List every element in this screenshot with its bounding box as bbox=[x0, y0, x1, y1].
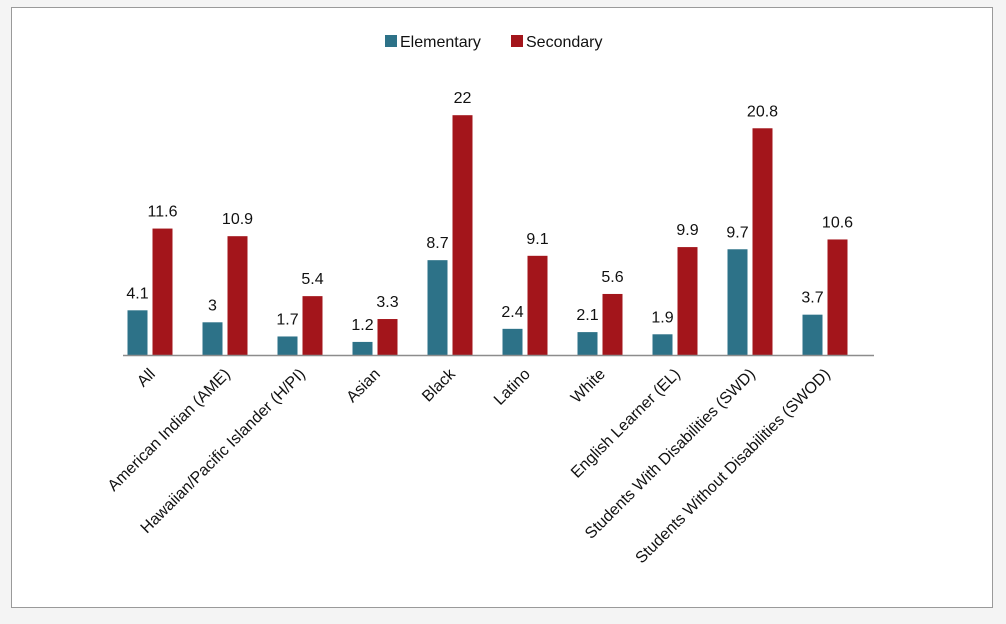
bar-elementary-5 bbox=[502, 328, 523, 355]
bar-elementary-7 bbox=[652, 334, 673, 355]
bar-elementary-3 bbox=[352, 341, 373, 355]
category-label-0: All bbox=[134, 366, 159, 391]
value-label-secondary-9: 10.6 bbox=[822, 214, 853, 231]
value-label-group: 4.1 11.6 3 10.9 1.7 5.4 1.23.3 8.7 22 2.4 9.1 2.1 5.… bbox=[126, 90, 853, 334]
value-label-secondary-2: 5.4 bbox=[301, 271, 323, 288]
value-label-elementary-9: 3.7 bbox=[801, 290, 823, 307]
bar-elementary-2 bbox=[277, 336, 298, 355]
value-label-elementary-8: 9.7 bbox=[726, 224, 748, 241]
value-label-elementary-5: 2.4 bbox=[501, 304, 523, 321]
value-label-elementary-0: 4.1 bbox=[126, 285, 148, 302]
bar-elementary-4 bbox=[427, 260, 448, 355]
bar-secondary-6 bbox=[602, 293, 623, 355]
chart-frame: Elementary Secondary 4.1 11.6 3 10.9 1.7 5.4 1… bbox=[11, 7, 993, 608]
category-label-2: Hawaiian/Pacific Islander (H/PI) bbox=[138, 366, 309, 537]
value-label-secondary-6: 5.6 bbox=[601, 269, 623, 286]
legend-label-secondary: Secondary bbox=[526, 34, 603, 51]
category-label-5: Latino bbox=[491, 366, 534, 409]
bar-chart: Elementary Secondary 4.1 11.6 3 10.9 1.7 5.4 1… bbox=[105, 34, 874, 567]
bar-elementary-9 bbox=[802, 314, 823, 355]
value-label-secondary-4: 22 bbox=[454, 90, 472, 107]
bar-secondary-2 bbox=[302, 296, 323, 355]
bar-elementary-0 bbox=[127, 310, 148, 355]
value-label-elementary-3: 1.2 bbox=[351, 317, 373, 334]
value-label-secondary-1: 10.9 bbox=[222, 211, 253, 228]
value-label-elementary-7: 1.9 bbox=[651, 309, 673, 326]
bar-secondary-3 bbox=[377, 319, 398, 355]
value-label-secondary-5: 9.1 bbox=[526, 231, 548, 248]
value-label-secondary-0: 11.6 bbox=[148, 204, 178, 221]
value-label-secondary-8: 20.8 bbox=[747, 103, 778, 120]
chart-legend: Elementary Secondary bbox=[385, 34, 603, 51]
category-label-6: White bbox=[568, 366, 609, 407]
bar-secondary-8 bbox=[752, 128, 773, 355]
legend-label-elementary: Elementary bbox=[400, 34, 481, 51]
value-label-elementary-1: 3 bbox=[208, 297, 217, 314]
bar-secondary-5 bbox=[527, 255, 548, 355]
legend-swatch-elementary bbox=[385, 35, 397, 47]
bar-elementary-6 bbox=[577, 332, 598, 355]
value-label-secondary-7: 9.9 bbox=[676, 222, 698, 239]
category-label-4: Black bbox=[419, 365, 459, 405]
bar-elementary-8 bbox=[727, 249, 748, 355]
value-label-elementary-4: 8.7 bbox=[426, 235, 448, 252]
bar-secondary-9 bbox=[827, 239, 848, 355]
legend-swatch-secondary bbox=[511, 35, 523, 47]
bar-group bbox=[127, 115, 848, 355]
category-label-1: American Indian (AME) bbox=[105, 366, 234, 495]
bar-secondary-7 bbox=[677, 247, 698, 355]
value-label-secondary-3: 3.3 bbox=[376, 294, 398, 311]
bar-secondary-1 bbox=[227, 236, 248, 355]
value-label-elementary-2: 1.7 bbox=[276, 311, 298, 328]
bar-elementary-1 bbox=[202, 322, 223, 355]
category-label-3: Asian bbox=[344, 366, 384, 406]
bar-secondary-0 bbox=[152, 228, 173, 355]
bar-secondary-4 bbox=[452, 115, 473, 355]
value-label-elementary-6: 2.1 bbox=[576, 307, 598, 324]
